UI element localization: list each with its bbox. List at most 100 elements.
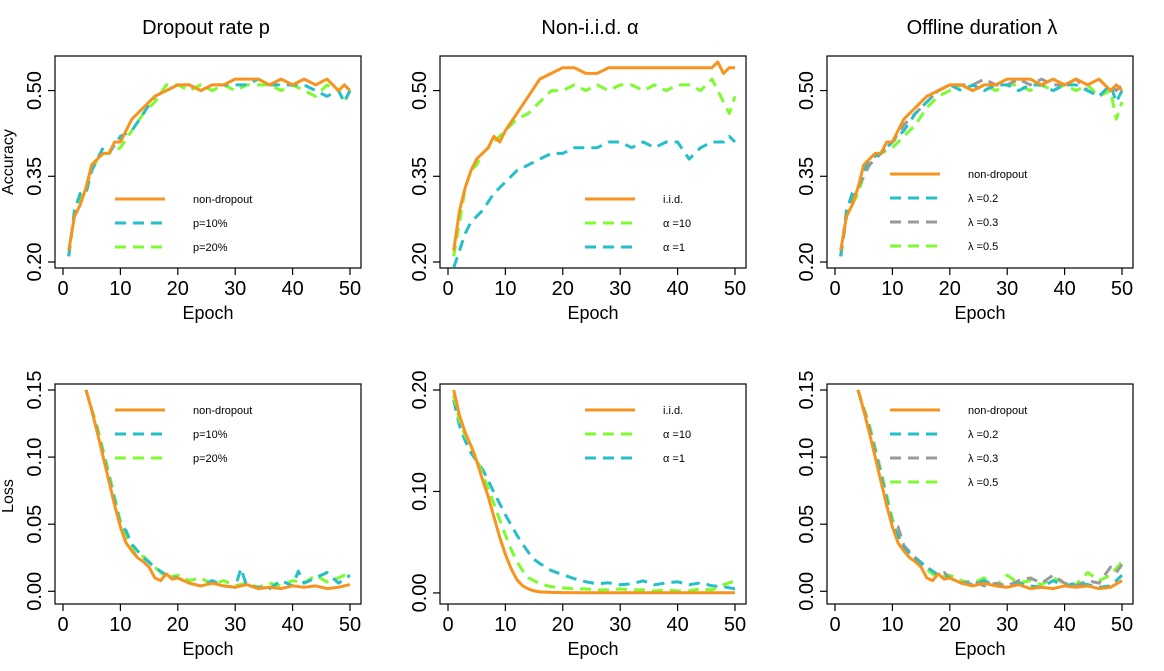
legend-label: i.i.d.	[663, 194, 683, 206]
series-line-1	[452, 394, 736, 593]
x-tick-label: 0	[442, 614, 453, 636]
series-line-1	[452, 77, 737, 257]
y-tick-label: 0.50	[24, 71, 46, 110]
x-tick-label: 50	[339, 278, 361, 300]
y-tick-label: 0.35	[409, 157, 431, 196]
y-tick-label: 0.50	[796, 71, 818, 110]
y-tick-label: 0.20	[24, 243, 46, 282]
x-tick-label: 0	[829, 614, 840, 636]
row-ylabel-loss: Loss	[0, 479, 17, 513]
legend-label: λ =0.2	[968, 429, 998, 441]
x-tick-label: 10	[494, 278, 516, 300]
x-axis-label: Epoch	[567, 303, 618, 323]
legend-label: p=10%	[193, 218, 228, 230]
y-tick-label: 0.05	[24, 505, 46, 544]
legend-label: non-dropout	[193, 405, 252, 417]
y-tick-label: 0.00	[24, 572, 46, 611]
y-tick-label: 0.00	[796, 572, 818, 611]
y-tick-label: 0.10	[24, 438, 46, 477]
series-line-1	[67, 77, 352, 257]
panel-loss-noniid: 0 10 20 30 40 50 Epoch 0.00 0.10 0.20 i.i.d. α =10 α…	[409, 371, 747, 659]
x-tick-label: 30	[609, 278, 631, 300]
legend-label: p=20%	[193, 242, 228, 254]
x-tick-label: 50	[1111, 278, 1133, 300]
x-tick-label: 30	[996, 614, 1018, 636]
plot-frame	[54, 383, 362, 605]
series-line-0	[452, 389, 735, 595]
series-line-2	[84, 389, 351, 589]
legend-label: λ =0.3	[968, 453, 998, 465]
legend-label: λ =0.3	[968, 217, 998, 229]
legend-label: p=10%	[193, 429, 228, 441]
x-tick-label: 50	[724, 614, 746, 636]
x-tick-label: 30	[609, 614, 631, 636]
series-line-0	[84, 389, 351, 591]
x-tick-label: 30	[224, 614, 246, 636]
x-tick-label: 40	[1053, 278, 1075, 300]
x-tick-label: 10	[109, 614, 131, 636]
x-tick-label: 40	[1053, 614, 1075, 636]
series-line-0	[452, 60, 735, 251]
y-tick-label: 0.35	[24, 157, 46, 196]
x-axis-label: Epoch	[954, 639, 1005, 659]
x-tick-label: 30	[996, 278, 1018, 300]
legend-label: non-dropout	[193, 194, 252, 206]
row-ylabel-accuracy: Accuracy	[0, 129, 17, 195]
series-line-2	[856, 389, 1124, 588]
x-tick-label: 10	[881, 614, 903, 636]
legend-label: α =10	[663, 218, 691, 230]
panel-acc-noniid: 0 10 20 30 40 50 Epoch 0.20 0.35 0.50 i.i.d. α =10 α…	[409, 55, 747, 323]
y-tick-label: 0.20	[409, 243, 431, 282]
series-line-2	[452, 399, 736, 591]
x-tick-label: 20	[939, 614, 961, 636]
x-axis-label: Epoch	[567, 639, 618, 659]
x-tick-label: 0	[57, 614, 68, 636]
series-line-1	[84, 389, 351, 591]
x-tick-label: 20	[552, 614, 574, 636]
y-tick-label: 0.15	[24, 371, 46, 410]
x-tick-label: 10	[881, 278, 903, 300]
legend-label: α =1	[663, 242, 685, 254]
panel-loss-offline: 0 10 20 30 40 50 Epoch 0.00 0.05 0.10 0.15 non-drop…	[796, 371, 1134, 659]
x-tick-label: 10	[494, 614, 516, 636]
y-tick-label: 0.35	[796, 157, 818, 196]
x-tick-label: 50	[339, 614, 361, 636]
series-group	[839, 77, 1124, 257]
series-line-3	[856, 389, 1124, 588]
y-tick-label: 0.20	[409, 371, 431, 410]
legend-label: λ =0.5	[968, 477, 998, 489]
series-group	[856, 389, 1124, 591]
y-tick-label: 0.20	[796, 243, 818, 282]
x-axis-label: Epoch	[182, 639, 233, 659]
legend-label: non-dropout	[968, 405, 1027, 417]
series-group	[67, 77, 352, 257]
series-line-0	[67, 77, 352, 251]
x-tick-label: 40	[666, 614, 688, 636]
column-title-noniid: Non-i.i.d. α	[541, 17, 638, 39]
y-tick-label: 0.10	[409, 472, 431, 511]
legend-label: α =1	[663, 453, 685, 465]
x-tick-label: 10	[109, 278, 131, 300]
x-axis-label: Epoch	[954, 303, 1005, 323]
x-tick-label: 50	[724, 278, 746, 300]
panel-acc-offline: 0 10 20 30 40 50 Epoch 0.20 0.35 0.50 non-dropout λ…	[796, 55, 1134, 323]
legend-label: p=20%	[193, 453, 228, 465]
plot-frame	[439, 383, 747, 605]
series-group	[452, 389, 736, 595]
series-line-2	[67, 83, 352, 257]
series-group	[84, 389, 351, 591]
x-tick-label: 30	[224, 278, 246, 300]
x-tick-label: 20	[167, 614, 189, 636]
y-tick-label: 0.50	[409, 71, 431, 110]
x-tick-label: 20	[167, 278, 189, 300]
legend-label: λ =0.5	[968, 241, 998, 253]
series-line-0	[856, 389, 1123, 591]
series-line-2	[839, 77, 1124, 257]
legend-label: i.i.d.	[663, 405, 683, 417]
x-axis-label: Epoch	[182, 303, 233, 323]
x-tick-label: 0	[829, 278, 840, 300]
legend-label: λ =0.2	[968, 193, 998, 205]
x-tick-label: 0	[442, 278, 453, 300]
plot-frame	[439, 55, 747, 269]
